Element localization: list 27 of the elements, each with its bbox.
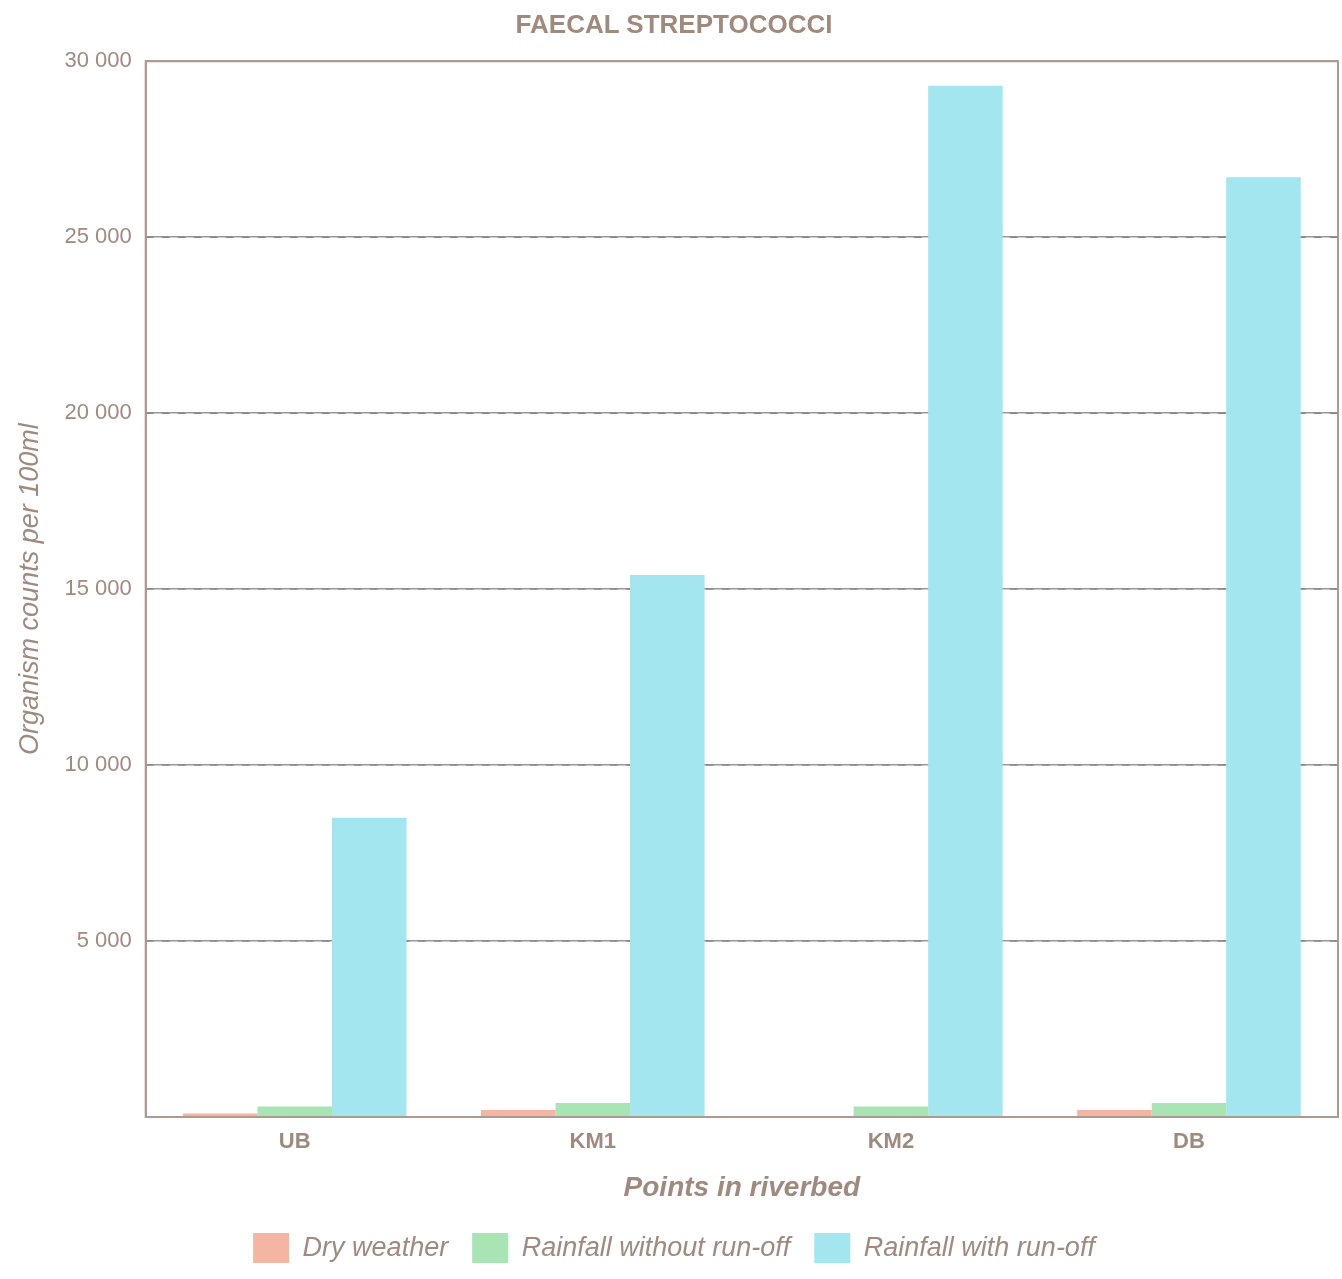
bar <box>630 575 705 1117</box>
y-tick-label: 25 000 <box>64 223 132 249</box>
x-axis-title: Points in riverbed <box>623 1170 861 1202</box>
legend-label: Rainfall without run-off <box>521 1231 793 1262</box>
bar <box>1077 1109 1152 1117</box>
y-tick-label: 5 000 <box>76 927 132 953</box>
bar <box>257 1106 332 1117</box>
bar <box>182 1113 258 1117</box>
y-axis-title: Organism counts per 100ml <box>13 422 44 755</box>
bar <box>1226 177 1301 1117</box>
x-tick-label: KM2 <box>867 1128 915 1154</box>
x-tick-label: DB <box>1173 1128 1205 1154</box>
legend-label: Dry weather <box>302 1231 450 1262</box>
x-tick-label: KM1 <box>569 1128 617 1154</box>
bar <box>1151 1102 1227 1117</box>
y-tick-label: 20 000 <box>64 399 132 425</box>
chart-title: FAECAL STREPTOCOCCI <box>515 8 833 39</box>
bar <box>555 1102 631 1117</box>
y-tick-label: 10 000 <box>64 751 132 777</box>
bar <box>331 817 407 1117</box>
bar <box>481 1109 556 1117</box>
y-tick-label: 30 000 <box>64 47 132 73</box>
legend-label: Rainfall with run-off <box>863 1231 1098 1262</box>
bar <box>928 85 1003 1117</box>
bar <box>853 1106 929 1117</box>
y-tick-label: 15 000 <box>64 575 132 601</box>
x-tick-label: UB <box>278 1128 311 1154</box>
